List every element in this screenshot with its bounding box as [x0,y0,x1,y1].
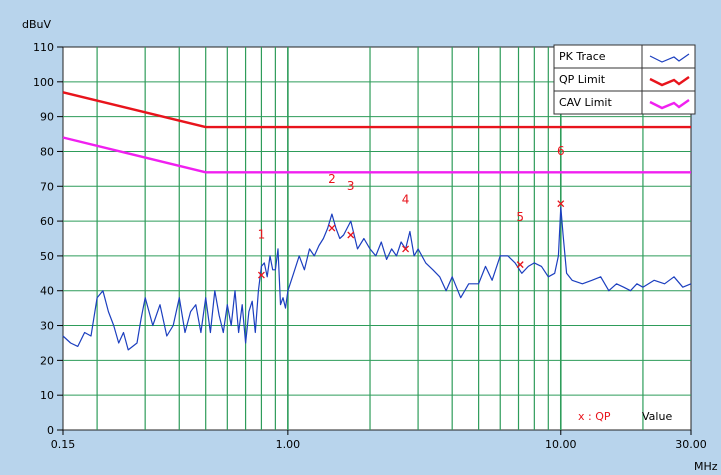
x-axis-ticks: 0.15 1.00 10.00 30.00 [51,430,707,451]
pk-trace-line [62,206,692,351]
series-layer [62,91,692,351]
y-tick-label: 50 [40,250,54,263]
x-tick-label: 30.00 [675,438,707,451]
qp-marker-cross [347,231,355,239]
qp-marker-cross [516,261,524,269]
qp-marker [257,271,265,279]
qp-marker-label: 1 [258,228,266,242]
y-tick-label: 90 [40,111,54,124]
y-tick-label: 70 [40,180,54,193]
qp-marker-label: 3 [347,179,355,193]
legend-swatch [649,53,690,63]
y-tick-label: 80 [40,145,54,158]
legend-label: CAV Limit [559,96,612,109]
qp-marker-cross [402,245,410,253]
y-tick-label: 100 [33,76,54,89]
legend-swatch [649,76,690,87]
x-axis-label: MHz [694,460,718,473]
value-legend-label: Value [642,410,672,423]
x-tick-label: 0.15 [51,438,76,451]
y-tick-label: 0 [47,424,54,437]
qp-marker-label: 4 [402,193,410,207]
y-tick-label: 60 [40,215,54,228]
qp-marker [557,200,565,208]
legend-label: QP Limit [559,73,606,86]
legend-swatch [649,99,690,110]
qp-marker-label: 6 [557,144,565,158]
qp-marker [402,245,410,253]
y-tick-label: 20 [40,354,54,367]
qp-marker-cross [557,200,565,208]
y-axis-label: dBuV [22,18,52,31]
y-tick-label: 40 [40,285,54,298]
y-tick-label: 10 [40,389,54,402]
y-axis-ticks: 0 10 20 30 40 50 60 70 80 90 100 110 [33,41,63,437]
qp-marker-label: 5 [516,210,524,224]
qp-marker [328,224,336,232]
y-tick-label: 30 [40,320,54,333]
qp-marker-cross [328,224,336,232]
qp-marker [516,261,524,269]
qp-marker-label: 2 [328,172,336,186]
qp-marker-legend: x : QP [578,410,611,423]
qp-marker [347,231,355,239]
qp-marker-cross [257,271,265,279]
cav-limit-line [62,136,691,174]
legend: PK Trace QP Limit CAV Limit [553,44,696,115]
y-tick-label: 110 [33,41,54,54]
legend-label: PK Trace [559,50,606,63]
x-tick-label: 1.00 [276,438,301,451]
qp-limit-line [62,91,691,129]
legend-box [553,44,696,115]
x-tick-label: 10.00 [545,438,577,451]
